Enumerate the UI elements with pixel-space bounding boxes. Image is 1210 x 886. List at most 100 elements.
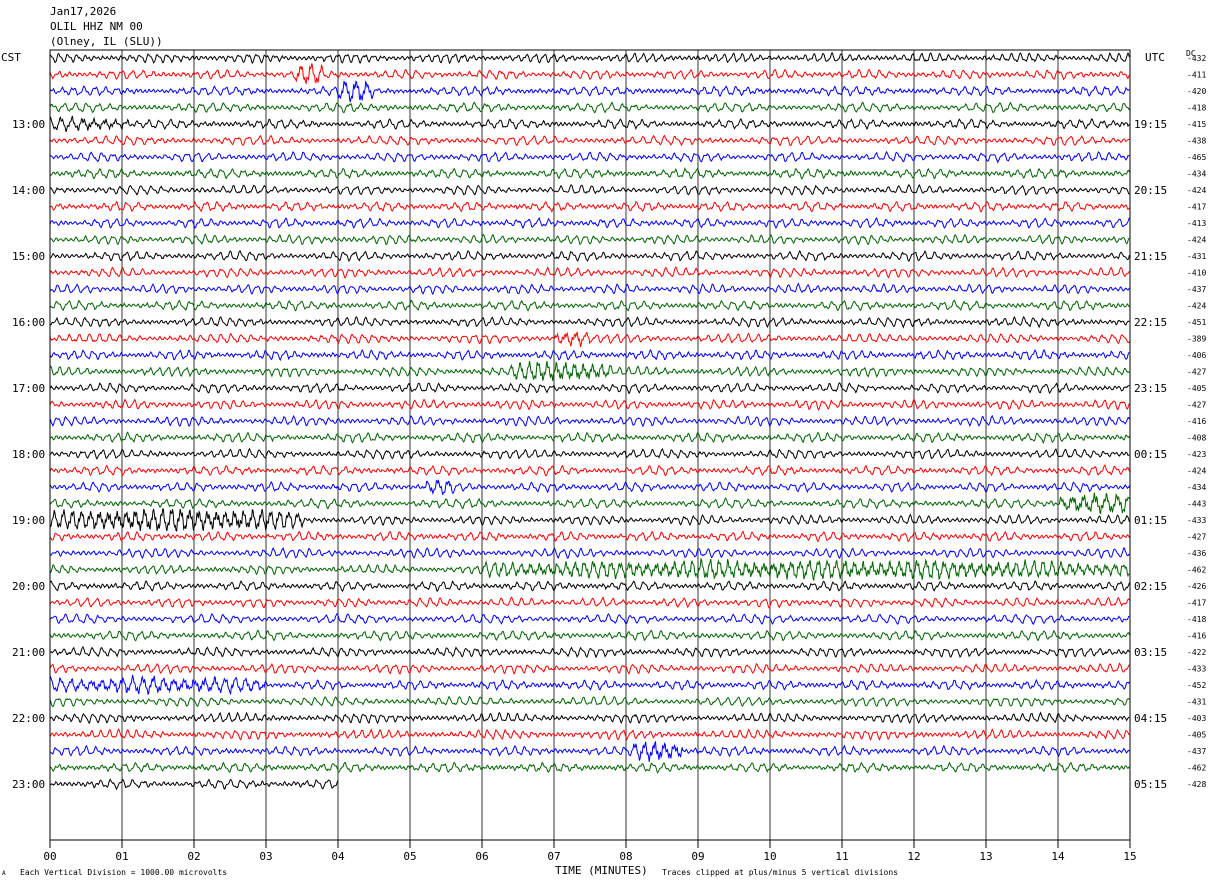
- trace-line: [50, 530, 1130, 543]
- left-hour-label: 14:00: [12, 184, 45, 197]
- clip-note: Traces clipped at plus/minus 5 vertical …: [662, 868, 899, 877]
- dc-offset-label: -403: [1187, 714, 1206, 723]
- dc-offset-label: -418: [1187, 104, 1206, 113]
- trace-line: [49, 51, 1130, 65]
- trace-line: [49, 778, 339, 791]
- right-hour-label: 22:15: [1134, 316, 1167, 329]
- trace-line: [49, 134, 1130, 147]
- dc-offset-label: -411: [1187, 71, 1206, 80]
- vertical-grid: [121, 50, 1059, 840]
- dc-offset-label: -431: [1187, 698, 1206, 707]
- right-hour-label: 04:15: [1134, 712, 1167, 725]
- trace-line: [49, 613, 1130, 625]
- trace-line: [49, 80, 1130, 103]
- dc-offset-label: -433: [1187, 665, 1206, 674]
- dc-offset-label: -410: [1187, 269, 1206, 278]
- trace-line: [49, 629, 1130, 642]
- left-hour-label: 22:00: [12, 712, 45, 725]
- dc-offset-label: -462: [1187, 566, 1206, 575]
- left-hour-labels: 13:00 14:00 15:00 16:00 17:00 18:00 19:00 20:00…: [12, 118, 45, 791]
- x-tick-label: 02: [187, 850, 200, 863]
- trace-line: [49, 479, 1130, 496]
- location-label: (Olney, IL (SLU)): [50, 35, 163, 48]
- trace-line: [49, 645, 1130, 659]
- right-hour-label: 20:15: [1134, 184, 1167, 197]
- trace-line: [49, 200, 1130, 213]
- left-hour-label: 18:00: [12, 448, 45, 461]
- x-tick-label: 07: [547, 850, 560, 863]
- dc-offset-label: -428: [1187, 780, 1206, 789]
- dc-offset-label: -433: [1187, 516, 1206, 525]
- trace-line: [49, 331, 1130, 348]
- dc-offset-label: -424: [1187, 236, 1206, 245]
- dc-offset-label: -405: [1187, 731, 1206, 740]
- right-hour-label: 01:15: [1134, 514, 1167, 527]
- dc-offset-label: -417: [1187, 599, 1206, 608]
- dc-offset-label: -405: [1187, 384, 1206, 393]
- x-tick-label: 12: [907, 850, 920, 863]
- dc-offset-label: -427: [1187, 533, 1206, 542]
- x-tick-label: 14: [1051, 850, 1065, 863]
- trace-line: [49, 348, 1130, 362]
- left-hour-label: 17:00: [12, 382, 45, 395]
- trace-line: [49, 431, 1130, 444]
- left-hour-label: 13:00: [12, 118, 45, 131]
- dc-offset-label: -451: [1187, 318, 1206, 327]
- x-axis-ticks: 00 01 02 03 04 05 06 07 08 09 10 11 12 13 14 15: [43, 840, 1137, 863]
- right-timezone-label: UTC: [1145, 51, 1165, 64]
- trace-line: [49, 249, 1130, 263]
- trace-line: [49, 557, 1130, 581]
- x-tick-label: 10: [763, 850, 776, 863]
- left-timezone-label: CST: [1, 51, 21, 64]
- trace-line: [49, 761, 1130, 774]
- x-tick-label: 00: [43, 850, 56, 863]
- station-label: OLIL HHZ NM 00: [50, 20, 143, 33]
- trace-line: [49, 282, 1130, 296]
- trace-line: [49, 217, 1130, 229]
- trace-line: [49, 315, 1130, 329]
- x-tick-label: 09: [691, 850, 704, 863]
- dc-offset-label: -452: [1187, 681, 1206, 690]
- dc-offset-label: -437: [1187, 747, 1206, 756]
- dc-offset-label: -415: [1187, 120, 1206, 129]
- right-hour-label: 03:15: [1134, 646, 1167, 659]
- x-tick-label: 06: [475, 850, 488, 863]
- trace-line: [49, 492, 1130, 515]
- dc-offset-label: -420: [1187, 87, 1206, 96]
- dc-offset-label: -432: [1187, 54, 1206, 63]
- right-hour-label: 23:15: [1134, 382, 1167, 395]
- trace-line: [49, 508, 1130, 532]
- trace-line: [49, 398, 1130, 412]
- dc-offset-label: -389: [1187, 335, 1206, 344]
- trace-line: [49, 711, 1130, 725]
- dc-offset-label: -418: [1187, 615, 1206, 624]
- trace-line: [49, 728, 1130, 742]
- right-hour-label: 05:15: [1134, 778, 1167, 791]
- dc-offset-label: -408: [1187, 434, 1206, 443]
- date-label: Jan17,2026: [50, 5, 117, 18]
- trace-line: [49, 662, 1130, 676]
- x-tick-label: 13: [979, 850, 992, 863]
- dc-offset-label: -406: [1187, 351, 1206, 360]
- left-hour-label: 15:00: [12, 250, 45, 263]
- trace-line: [49, 115, 1130, 133]
- trace-line: [49, 183, 1130, 196]
- right-hour-label: 00:15: [1134, 448, 1167, 461]
- right-hour-label: 21:15: [1134, 250, 1167, 263]
- trace-line: [49, 546, 1130, 560]
- trace-line: [49, 674, 1130, 696]
- x-tick-label: 11: [835, 850, 848, 863]
- left-hour-label: 23:00: [12, 778, 45, 791]
- dc-offset-label: -443: [1187, 500, 1206, 509]
- x-tick-label: 08: [619, 850, 632, 863]
- trace-line: [49, 741, 1130, 762]
- corner-mark: A: [2, 870, 6, 877]
- dc-offset-label: -431: [1187, 252, 1206, 261]
- x-tick-label: 05: [403, 850, 416, 863]
- dc-offset-label: -437: [1187, 285, 1206, 294]
- scale-note: Each Vertical Division = 1000.00 microvo…: [20, 868, 228, 877]
- dc-offset-label: -438: [1187, 137, 1206, 146]
- trace-line: [49, 382, 1130, 395]
- dc-offset-label: -462: [1187, 764, 1206, 773]
